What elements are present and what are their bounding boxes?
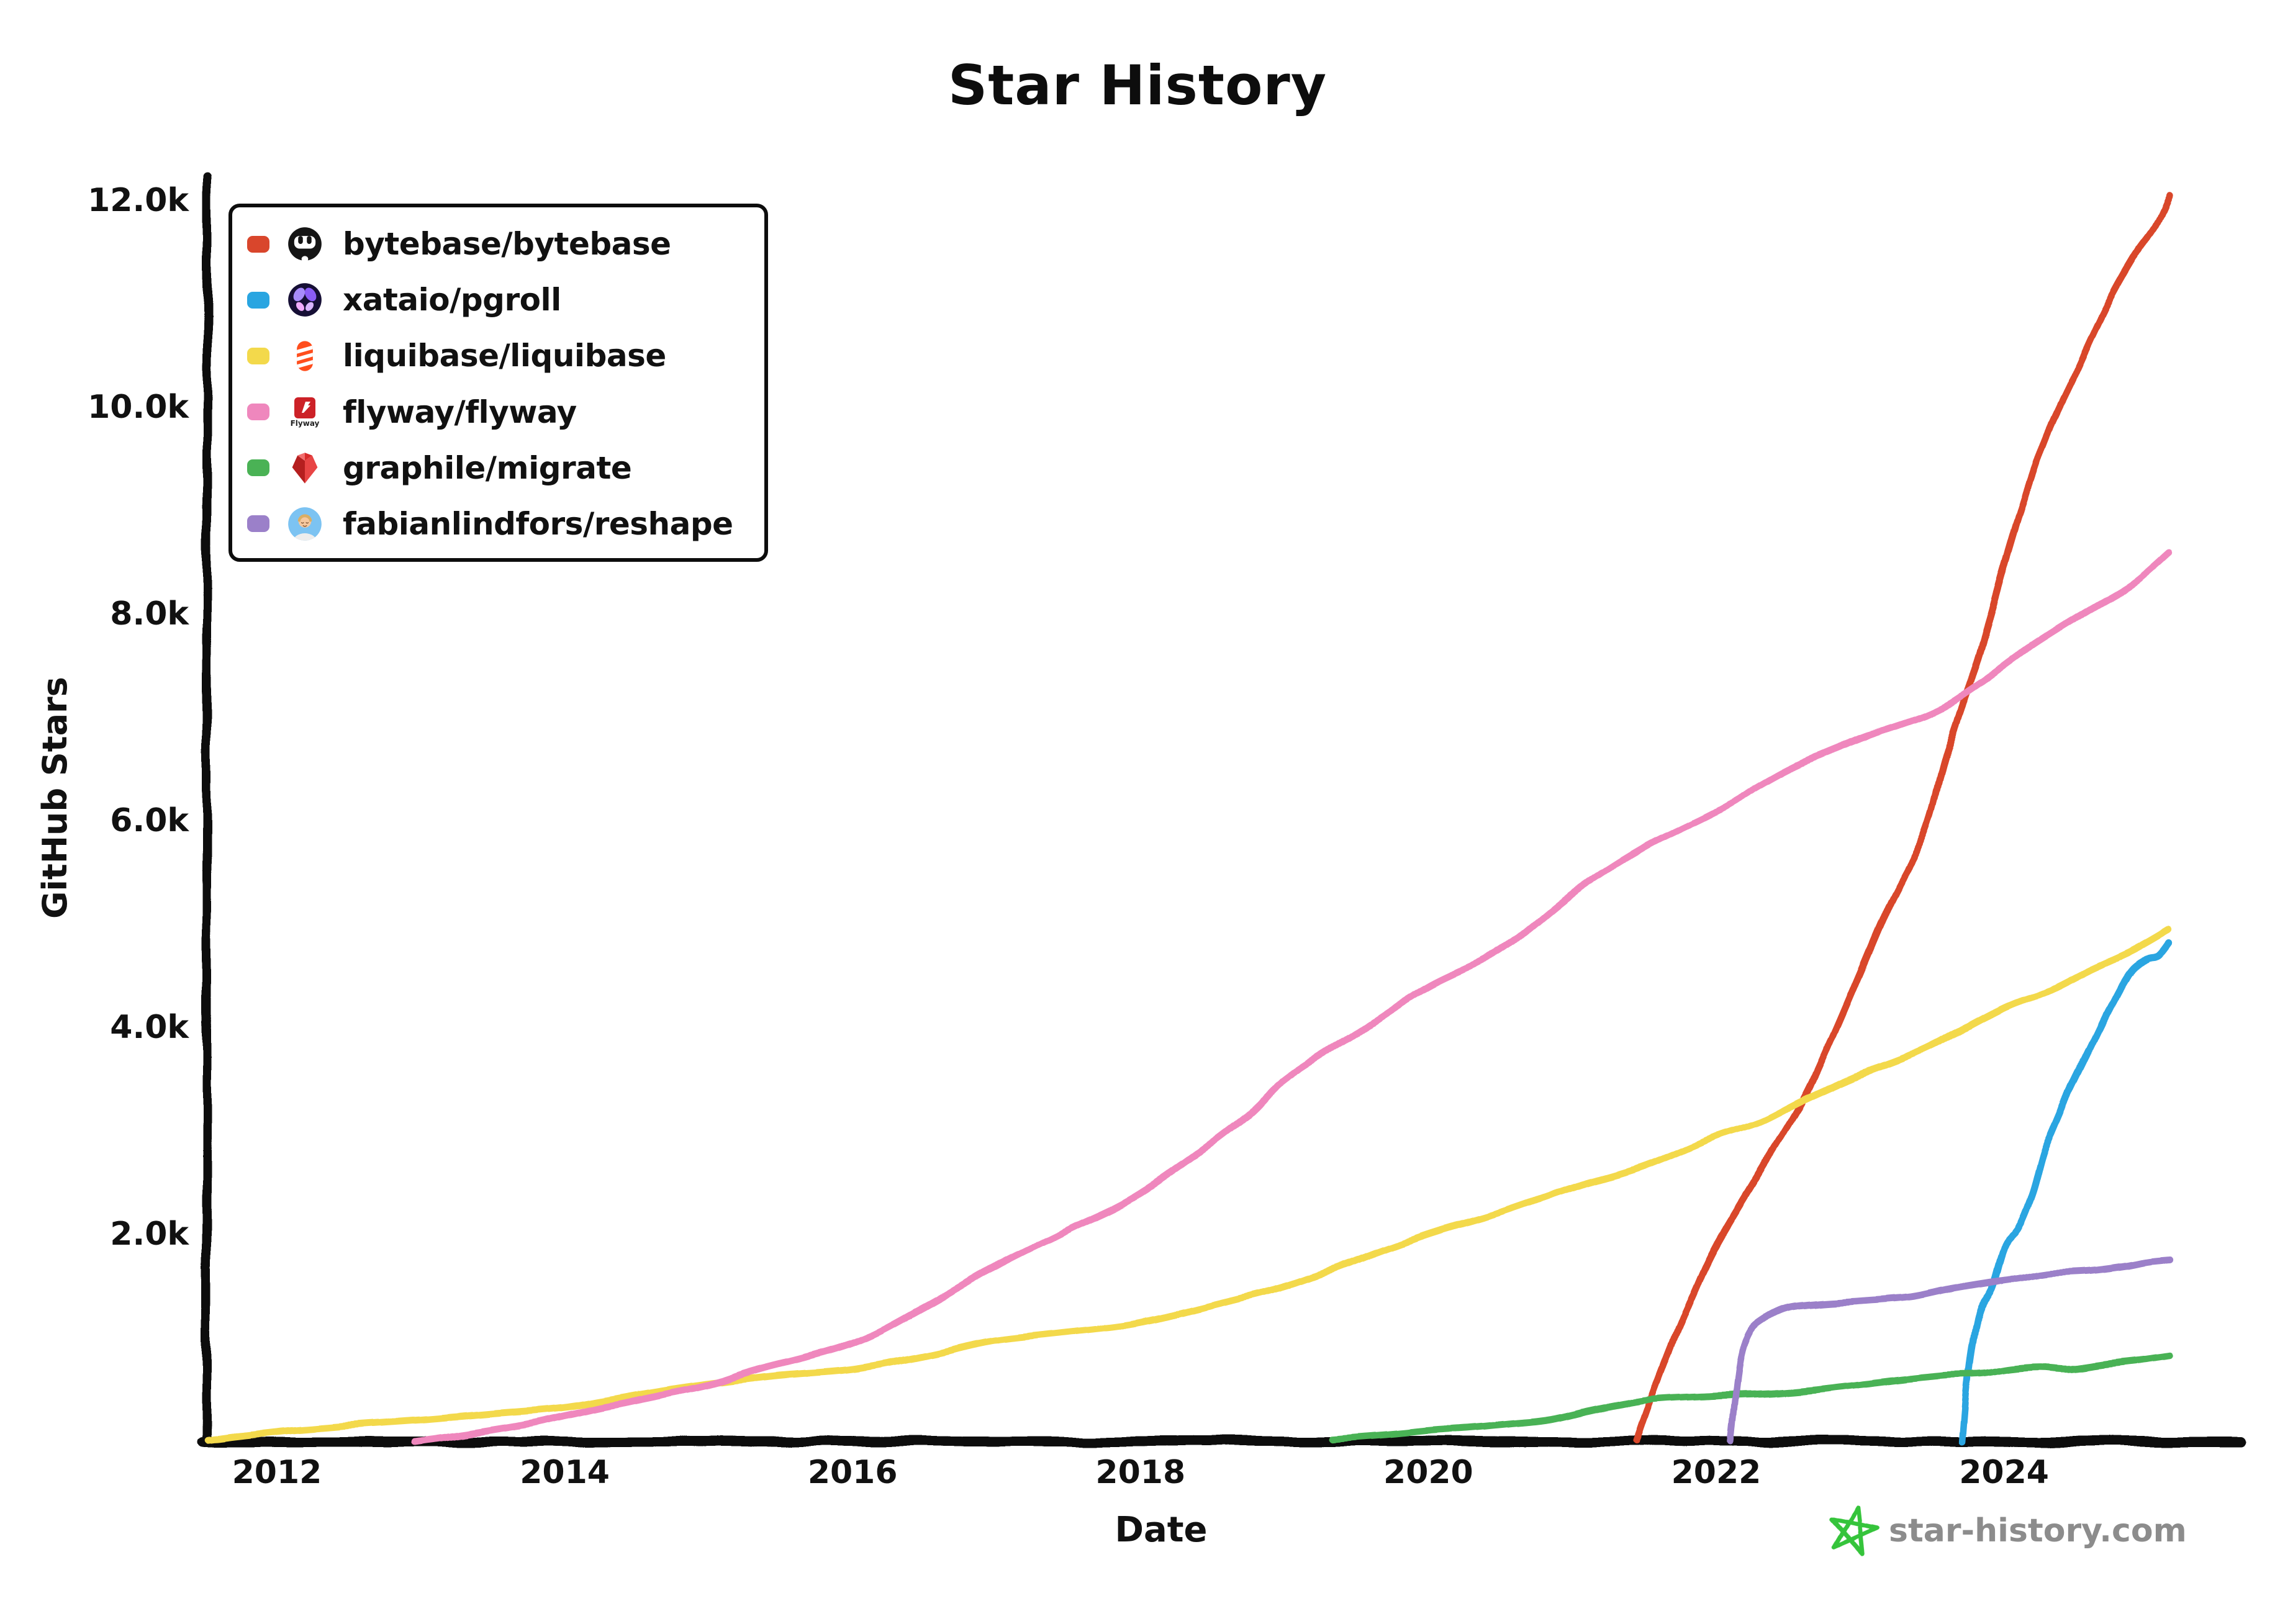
y-axis-title: GitHub Stars [35, 677, 75, 919]
series-line-bytebase [1634, 192, 2173, 1445]
series-line-flyway [410, 549, 2173, 1445]
legend-label: xataio/pgroll [343, 282, 561, 318]
legend-item-reshape: fabianlindfors/reshape [247, 497, 758, 551]
y-tick-label: 12.0k [88, 182, 189, 219]
x-tick-label: 2016 [807, 1454, 898, 1491]
x-tick-label: 2012 [232, 1454, 322, 1491]
chart-title: Star History [948, 53, 1327, 117]
liquibase-logo-icon [286, 336, 324, 375]
x-tick-label: 2024 [1959, 1454, 2049, 1491]
series-color-swatch [247, 347, 269, 364]
star-history-star-icon [1829, 1504, 1880, 1556]
legend-item-pgroll: xataio/pgroll [247, 273, 758, 327]
legend-label: fabianlindfors/reshape [343, 505, 733, 542]
legend-label: bytebase/bytebase [343, 226, 671, 263]
y-tick-label: 2.0k [110, 1216, 189, 1253]
series-color-swatch [247, 291, 269, 309]
x-tick-label: 2020 [1383, 1454, 1473, 1491]
flyway-logo-icon: Flyway [286, 393, 324, 431]
series-line-liquibase [204, 926, 2173, 1443]
legend-label: flyway/flyway [343, 394, 577, 430]
reshape-avatar-icon [286, 505, 324, 543]
legend-item-migrate: graphile/migrate [247, 441, 758, 495]
x-tick-label: 2018 [1095, 1454, 1186, 1491]
bytebase-logo-icon [286, 225, 324, 263]
flyway-logo-text: Flyway [290, 419, 320, 428]
graphile-heart-gem-icon [286, 449, 324, 487]
y-tick-label: 6.0k [110, 802, 189, 839]
xata-logo-icon [286, 281, 324, 319]
y-tick-label: 8.0k [110, 595, 189, 633]
watermark-text: star-history.com [1889, 1512, 2187, 1550]
series-line-pgroll [1958, 940, 2173, 1445]
x-tick-label: 2022 [1671, 1454, 1762, 1491]
y-tick-label: 4.0k [110, 1009, 189, 1046]
series-color-swatch [247, 404, 269, 421]
legend-label: graphile/migrate [343, 449, 632, 486]
x-axis-title: Date [1115, 1510, 1208, 1550]
series-color-swatch [247, 515, 269, 533]
legend: bytebase/bytebase xataio/pgroll [228, 204, 768, 562]
series-color-swatch [247, 235, 269, 253]
series-color-swatch [247, 459, 269, 477]
legend-label: liquibase/liquibase [343, 338, 666, 374]
y-tick-label: 10.0k [88, 389, 189, 426]
series-line-reshape [1727, 1256, 2173, 1445]
series-line-migrate [1328, 1352, 2173, 1443]
legend-item-flyway: Flyway flyway/flyway [247, 385, 758, 440]
legend-item-bytebase: bytebase/bytebase [247, 217, 758, 271]
legend-item-liquibase: liquibase/liquibase [247, 328, 758, 383]
x-tick-label: 2014 [520, 1454, 610, 1491]
